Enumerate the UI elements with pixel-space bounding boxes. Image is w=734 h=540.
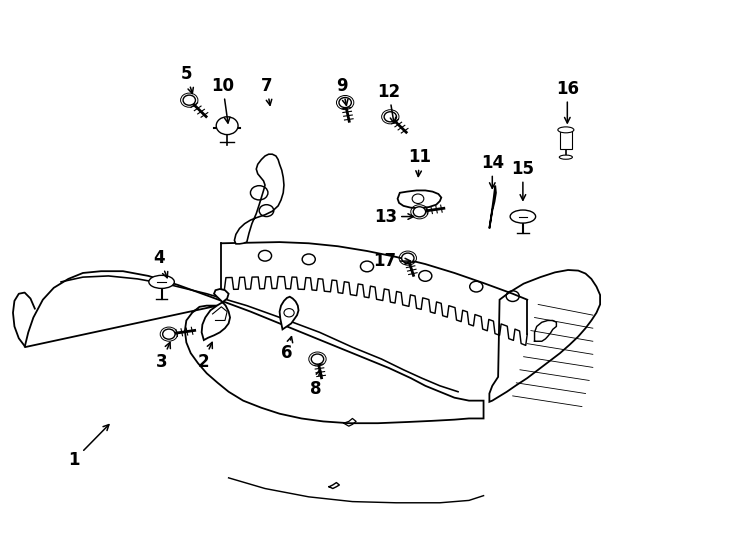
Polygon shape <box>398 191 441 208</box>
Circle shape <box>163 329 175 339</box>
Text: 2: 2 <box>197 342 212 371</box>
Ellipse shape <box>510 210 536 223</box>
Polygon shape <box>490 186 496 228</box>
Text: 3: 3 <box>156 342 170 371</box>
Polygon shape <box>202 289 230 340</box>
Text: 14: 14 <box>481 154 504 188</box>
Text: 12: 12 <box>377 83 401 123</box>
Circle shape <box>339 98 352 107</box>
Polygon shape <box>280 296 299 329</box>
Circle shape <box>217 117 238 134</box>
Text: 15: 15 <box>512 160 534 200</box>
Ellipse shape <box>149 275 175 288</box>
Bar <box>560 131 572 149</box>
Ellipse shape <box>559 155 573 159</box>
Text: 8: 8 <box>310 369 321 398</box>
Circle shape <box>183 95 195 105</box>
Text: 16: 16 <box>556 80 579 123</box>
Polygon shape <box>25 271 484 423</box>
Circle shape <box>413 207 426 217</box>
Circle shape <box>311 354 324 364</box>
Text: 9: 9 <box>336 77 348 105</box>
Polygon shape <box>234 154 284 244</box>
Polygon shape <box>490 270 600 402</box>
Ellipse shape <box>558 127 574 133</box>
Circle shape <box>401 253 414 263</box>
Text: 7: 7 <box>261 77 272 105</box>
Text: 6: 6 <box>281 336 293 362</box>
Text: 4: 4 <box>153 249 168 278</box>
Text: 17: 17 <box>373 252 410 270</box>
Text: 13: 13 <box>374 207 413 226</box>
Text: 11: 11 <box>408 148 431 177</box>
Text: 10: 10 <box>211 77 234 123</box>
Circle shape <box>384 112 396 122</box>
Text: 1: 1 <box>68 424 109 469</box>
Text: 5: 5 <box>181 65 193 93</box>
